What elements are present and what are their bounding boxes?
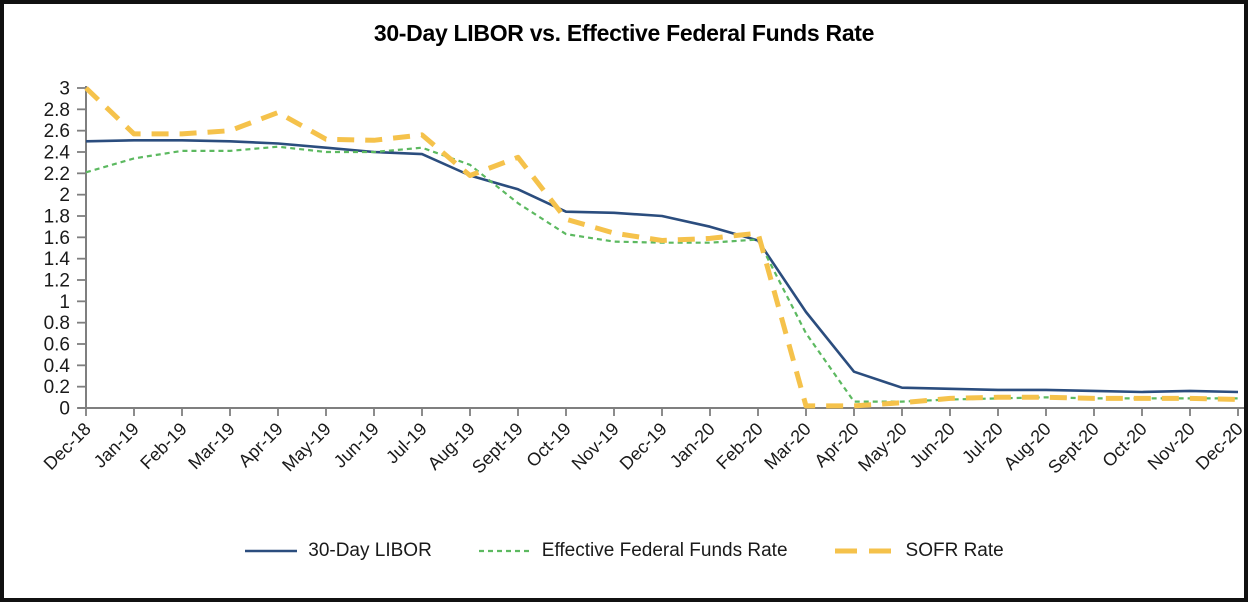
y-axis-ticks: 00.20.40.60.811.21.41.61.822.22.42.62.83 <box>44 79 86 420</box>
y-tick-label: 1.2 <box>44 271 70 292</box>
x-tick-label: Jan-20 <box>666 419 719 472</box>
x-tick-label: Jan-19 <box>90 419 143 472</box>
y-tick-label: 1.8 <box>44 207 70 228</box>
x-axis-ticks: Dec-18Jan-19Feb-19Mar-19Apr-19May-19Jun-… <box>40 408 1247 478</box>
chart-legend: 30-Day LIBOR Effective Federal Funds Rat… <box>4 540 1244 562</box>
y-tick-label: 0.8 <box>44 313 70 334</box>
x-tick-label: Feb-19 <box>136 419 190 473</box>
chart-title: 30-Day LIBOR vs. Effective Federal Funds… <box>373 20 875 46</box>
y-tick-label: 2.4 <box>44 143 71 164</box>
legend-item-sofr: SOFR Rate <box>834 540 1004 562</box>
y-tick-label: 2.6 <box>44 121 70 142</box>
legend-item-libor: 30-Day LIBOR <box>244 540 432 562</box>
x-tick-label: May-19 <box>278 419 335 476</box>
sofr-line-sample-icon <box>834 548 895 554</box>
y-tick-label: 2 <box>59 185 70 206</box>
y-tick-label: 0.6 <box>44 335 70 356</box>
x-tick-label: Sept-20 <box>1044 419 1103 478</box>
x-tick-label: Mar-20 <box>760 419 814 473</box>
legend-label-effr: Effective Federal Funds Rate <box>541 540 788 561</box>
y-tick-label: 0.2 <box>44 377 70 398</box>
y-tick-label: 0.4 <box>44 356 71 377</box>
x-tick-label: Dec-18 <box>40 419 95 474</box>
y-tick-label: 1.4 <box>44 249 71 270</box>
y-tick-label: 2.2 <box>44 164 70 185</box>
x-tick-label: Oct-20 <box>1098 419 1150 471</box>
effr-line-sample-icon <box>478 549 531 553</box>
y-tick-label: 0 <box>59 399 70 420</box>
y-tick-label: 2.8 <box>44 100 70 121</box>
x-tick-label: Nov-19 <box>568 419 623 474</box>
legend-label-sofr: SOFR Rate <box>905 540 1004 561</box>
series-line-sofr <box>84 86 1239 409</box>
x-tick-label: Jun-19 <box>330 419 383 472</box>
x-tick-label: Nov-20 <box>1144 419 1199 474</box>
series-line-effr <box>85 145 1238 403</box>
x-tick-label: Oct-19 <box>522 419 574 471</box>
x-tick-label: Mar-19 <box>184 419 238 473</box>
x-tick-label: May-20 <box>854 419 911 476</box>
y-tick-label: 1 <box>59 292 70 313</box>
line-chart: 00.20.40.60.811.21.41.61.822.22.42.62.83… <box>40 79 1247 478</box>
series-line-libor <box>85 139 1239 394</box>
axes <box>78 86 1244 409</box>
x-tick-label: Dec-20 <box>1192 419 1247 474</box>
y-tick-label: 1.6 <box>44 228 70 249</box>
libor-line-sample-icon <box>245 549 298 553</box>
x-tick-label: Dec-19 <box>616 419 671 474</box>
legend-label-libor: 30-Day LIBOR <box>308 540 432 561</box>
x-tick-label: Jun-20 <box>906 419 959 472</box>
y-tick-label: 3 <box>59 79 70 100</box>
x-tick-label: Feb-20 <box>712 419 766 473</box>
x-tick-label: Sept-19 <box>468 419 527 478</box>
legend-item-effr: Effective Federal Funds Rate <box>478 540 788 562</box>
